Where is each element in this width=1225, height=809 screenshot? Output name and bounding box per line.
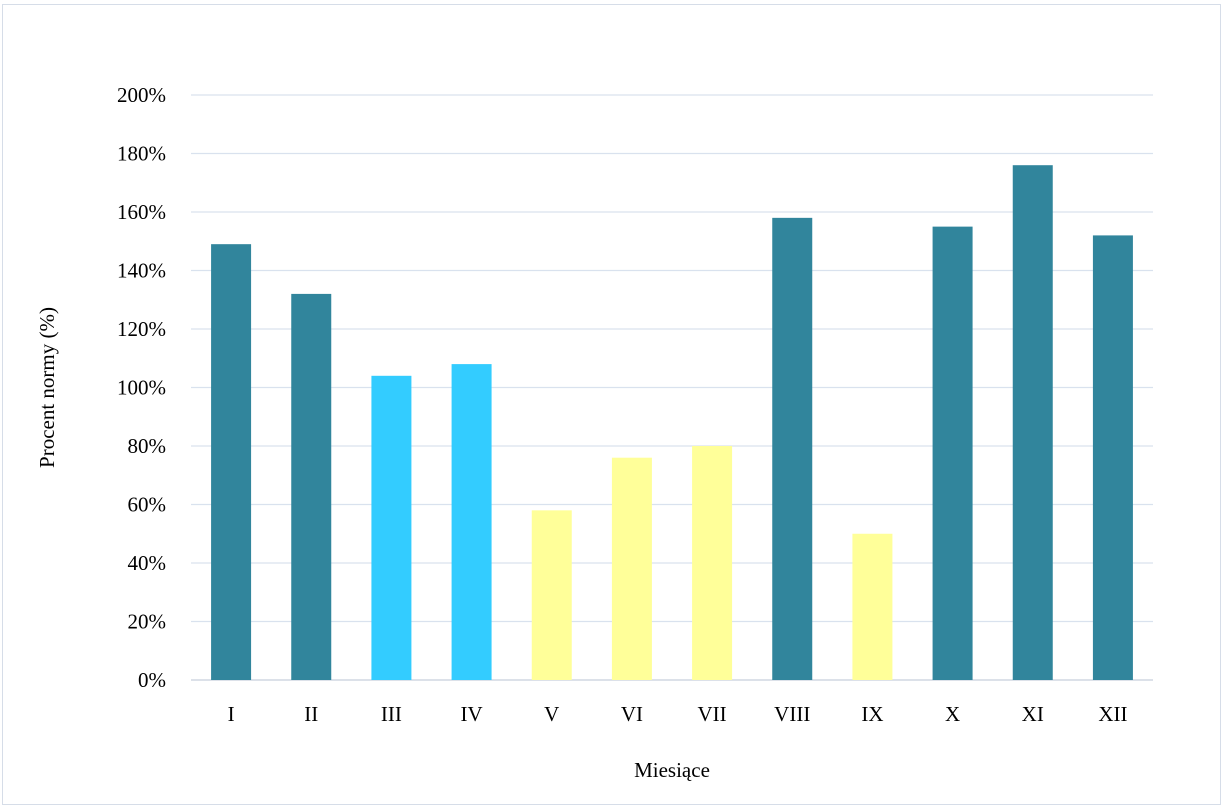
x-tick-label: XII	[1098, 702, 1127, 726]
bar-ii	[291, 293, 332, 680]
bar-vii	[692, 446, 733, 680]
y-tick-label: 20%	[128, 610, 167, 634]
bar-i	[211, 244, 252, 681]
bar-xi	[1012, 165, 1053, 680]
bar-v	[531, 510, 572, 680]
y-tick-label: 160%	[117, 200, 166, 224]
x-tick-label: VIII	[774, 702, 810, 726]
bars	[211, 165, 1133, 681]
x-axis-title: Miesiące	[634, 758, 710, 782]
y-tick-label: 100%	[117, 376, 166, 400]
x-tick-label: IV	[460, 702, 482, 726]
y-tick-label: 40%	[128, 551, 167, 575]
gridlines	[191, 94, 1153, 681]
x-tick-labels: I II III IV V VI VII VIII IX X XI XII	[228, 702, 1128, 726]
y-tick-label: 80%	[128, 434, 167, 458]
y-tick-label: 200%	[117, 83, 166, 107]
bar-x	[932, 226, 973, 680]
bar-ix	[852, 533, 893, 680]
y-axis-title: Procent normy (%)	[35, 307, 59, 468]
x-tick-label: II	[304, 702, 318, 726]
x-tick-label: III	[381, 702, 402, 726]
x-tick-label: VI	[621, 702, 643, 726]
y-tick-label: 180%	[117, 142, 166, 166]
bar-vi	[611, 457, 652, 680]
bar-iii	[371, 375, 412, 680]
y-tick-label: 60%	[128, 493, 167, 517]
bar-iv	[451, 364, 492, 680]
x-tick-label: I	[228, 702, 235, 726]
y-tick-label: 140%	[117, 259, 166, 283]
bar-viii	[772, 217, 813, 680]
x-tick-label: X	[945, 702, 960, 726]
y-tick-labels: 0% 20% 40% 60% 80% 100% 120% 140% 160% 180% 200%	[117, 83, 166, 692]
x-tick-label: VII	[698, 702, 727, 726]
x-tick-label: XI	[1022, 702, 1044, 726]
x-tick-label: V	[544, 702, 559, 726]
y-tick-label: 120%	[117, 317, 166, 341]
bar-xii	[1092, 235, 1133, 680]
x-tick-label: IX	[861, 702, 883, 726]
y-tick-label: 0%	[138, 668, 166, 692]
